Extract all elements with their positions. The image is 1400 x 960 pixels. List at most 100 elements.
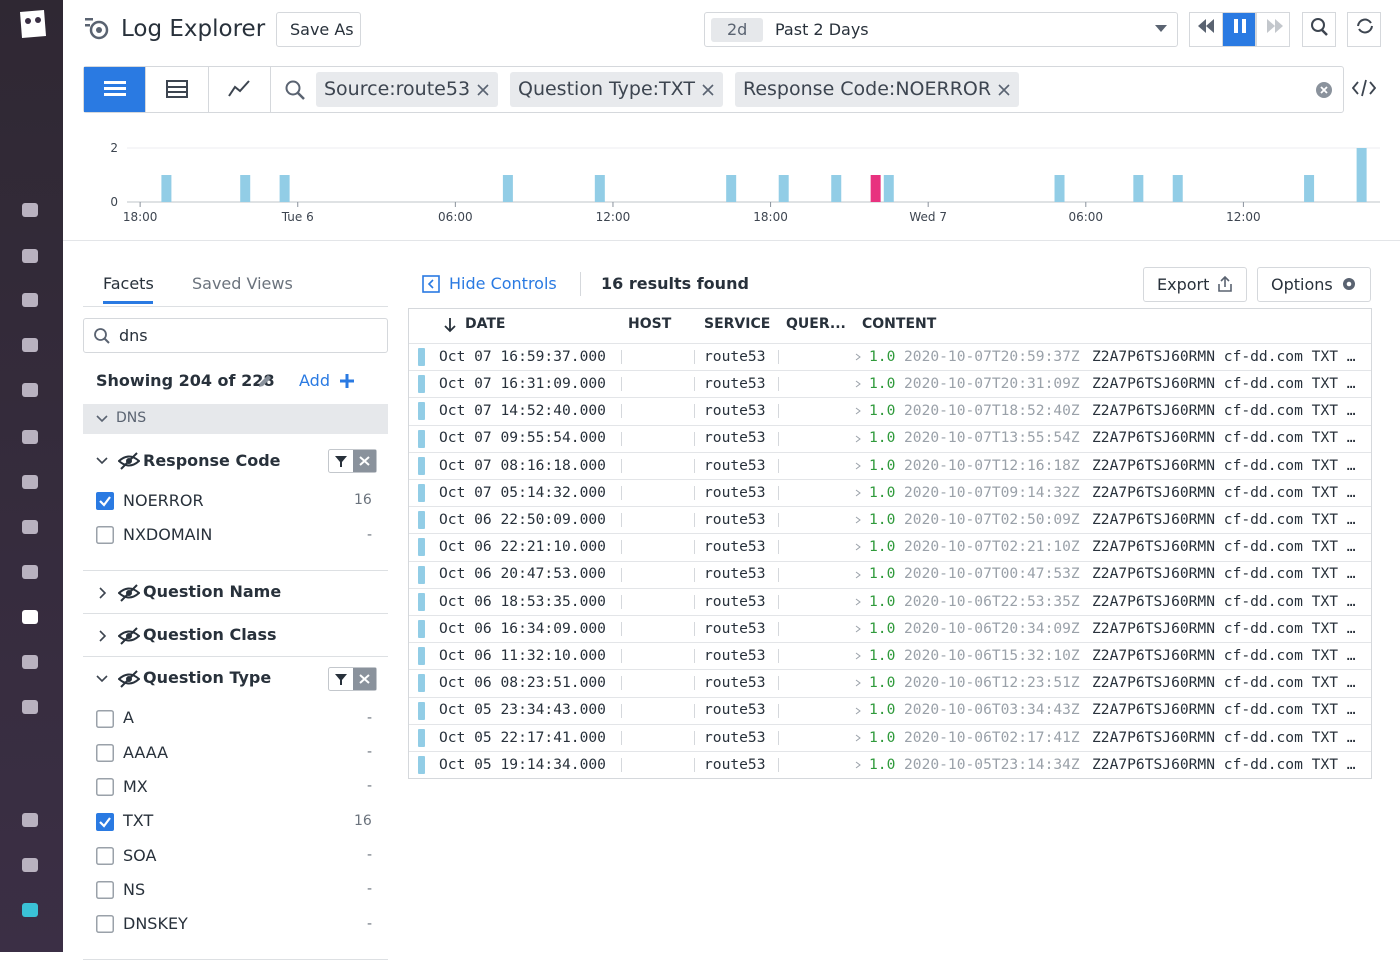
facet-option-label[interactable]: MX	[123, 777, 148, 796]
column-header[interactable]: SERVICE	[704, 316, 771, 333]
status-bar	[418, 592, 425, 611]
table-view-toggle[interactable]	[147, 67, 209, 112]
code-toggle[interactable]	[1352, 78, 1376, 98]
save-as-button[interactable]: Save As	[276, 12, 361, 47]
facet-title[interactable]: Response Code	[143, 450, 281, 470]
nav-icon[interactable]	[20, 290, 40, 310]
facet-title[interactable]: Question Type	[143, 668, 272, 688]
time-selector[interactable]: 2d Past 2 Days	[704, 12, 1178, 47]
search-tag[interactable]: Question Type:TXT	[510, 72, 723, 107]
row-date[interactable]: Oct 06 18:53:35.000	[439, 592, 606, 610]
export-label[interactable]: Export	[1157, 274, 1210, 294]
row-date[interactable]: Oct 06 16:34:09.000	[439, 619, 606, 637]
add-icon[interactable]	[339, 373, 355, 389]
facet-chevron[interactable]	[96, 673, 108, 685]
facet-filter-buttons[interactable]	[328, 449, 377, 473]
checkbox[interactable]	[96, 709, 114, 728]
facet-tab[interactable]: Facets	[103, 273, 154, 293]
checkbox[interactable]	[96, 915, 114, 934]
nav-icon[interactable]	[20, 380, 40, 400]
checkbox[interactable]	[96, 743, 114, 762]
nav-icon[interactable]	[20, 472, 40, 492]
add-facet[interactable]: Add	[299, 370, 330, 390]
facet-option-label[interactable]: DNSKEY	[123, 914, 188, 934]
facet-option-label[interactable]: NXDOMAIN	[123, 525, 213, 545]
checkbox[interactable]	[96, 778, 114, 797]
pause-button[interactable]	[1222, 12, 1256, 47]
row-date[interactable]: Oct 07 05:14:32.000	[439, 483, 606, 501]
row-date[interactable]: Oct 07 16:59:37.000	[439, 347, 606, 365]
row-date[interactable]: Oct 07 16:31:09.000	[439, 374, 606, 392]
column-header[interactable]: HOST	[628, 316, 672, 333]
row-date[interactable]: Oct 06 22:21:10.000	[439, 538, 606, 556]
row-date[interactable]: Oct 06 11:32:10.000	[439, 646, 606, 664]
refresh-button[interactable]	[1347, 12, 1381, 47]
rewind-button[interactable]	[1189, 12, 1223, 47]
facet-option-label[interactable]: TXT	[123, 811, 154, 831]
save-as-label[interactable]: Save As	[290, 19, 354, 39]
row-date[interactable]: Oct 05 19:14:34.000	[439, 755, 606, 773]
remove-tag[interactable]	[476, 83, 490, 97]
checkbox[interactable]	[96, 526, 114, 545]
time-range-label[interactable]: Past 2 Days	[775, 19, 869, 39]
column-header[interactable]: CONTENT	[862, 316, 937, 333]
facet-title[interactable]: Question Name	[143, 582, 282, 602]
nav-icon[interactable]	[20, 855, 40, 875]
column-header[interactable]: QUER...	[786, 316, 846, 333]
checkbox[interactable]	[96, 846, 114, 865]
remove-tag[interactable]	[997, 83, 1011, 97]
checkbox[interactable]	[96, 812, 114, 831]
row-date[interactable]: Oct 07 14:52:40.000	[439, 402, 606, 420]
options-label[interactable]: Options	[1271, 274, 1333, 294]
hide-controls-icon[interactable]	[422, 275, 440, 293]
nav-icon[interactable]	[20, 517, 40, 537]
nav-icon[interactable]	[20, 200, 40, 220]
remove-tag[interactable]	[701, 83, 715, 97]
nav-icon[interactable]	[20, 652, 40, 672]
facet-filter-buttons[interactable]	[328, 666, 377, 691]
nav-icon[interactable]	[20, 697, 40, 717]
dropdown-caret[interactable]	[1154, 24, 1168, 34]
edit-icon[interactable]	[257, 373, 273, 389]
nav-icon[interactable]	[20, 900, 40, 920]
export-button[interactable]: Export	[1143, 267, 1247, 302]
row-timestamp: 2020-10-07T00:47:53Z	[904, 565, 1080, 583]
row-date[interactable]: Oct 05 23:34:43.000	[439, 701, 606, 719]
search-tag[interactable]: Response Code:NOERROR	[735, 72, 1020, 107]
facet-chevron[interactable]	[96, 587, 108, 599]
checkbox[interactable]	[96, 492, 114, 510]
facet-title[interactable]: Question Class	[143, 625, 277, 645]
fast-forward-button[interactable]	[1256, 12, 1290, 47]
timeseries-view-toggle[interactable]	[209, 67, 271, 112]
nav-icon[interactable]	[20, 562, 40, 582]
column-header[interactable]: DATE	[465, 316, 506, 333]
facet-tab[interactable]: Saved Views	[192, 273, 293, 293]
nav-icon[interactable]	[20, 607, 40, 627]
facet-option-label[interactable]: AAAA	[123, 742, 169, 762]
row-date[interactable]: Oct 06 20:47:53.000	[439, 565, 606, 583]
nav-icon[interactable]	[20, 427, 40, 447]
facet-chevron[interactable]	[96, 630, 108, 642]
zoom-out-button[interactable]	[1302, 12, 1336, 47]
facet-search[interactable]	[83, 318, 388, 353]
facet-option-label[interactable]: NS	[123, 879, 146, 899]
facet-option-label[interactable]: NOERROR	[123, 490, 204, 510]
clear-search[interactable]	[1315, 81, 1333, 99]
hide-controls[interactable]: Hide Controls	[449, 273, 557, 293]
nav-icon[interactable]	[20, 246, 40, 266]
facet-option-label[interactable]: A	[123, 708, 134, 728]
row-date[interactable]: Oct 05 22:17:41.000	[439, 728, 606, 746]
row-date[interactable]: Oct 07 08:16:18.000	[439, 456, 606, 474]
facet-group[interactable]	[83, 404, 388, 434]
row-date[interactable]: Oct 07 09:55:54.000	[439, 429, 606, 447]
search-tag[interactable]: Source:route53	[316, 72, 499, 107]
list-view-toggle[interactable]	[84, 67, 146, 112]
row-date[interactable]: Oct 06 08:23:51.000	[439, 674, 606, 692]
nav-icon[interactable]	[20, 810, 40, 830]
facet-chevron[interactable]	[96, 455, 108, 467]
checkbox[interactable]	[96, 881, 114, 900]
nav-icon[interactable]	[20, 335, 40, 355]
facet-option-label[interactable]: SOA	[123, 845, 157, 865]
row-date[interactable]: Oct 06 22:50:09.000	[439, 510, 606, 528]
sort-arrow[interactable]	[444, 317, 456, 333]
